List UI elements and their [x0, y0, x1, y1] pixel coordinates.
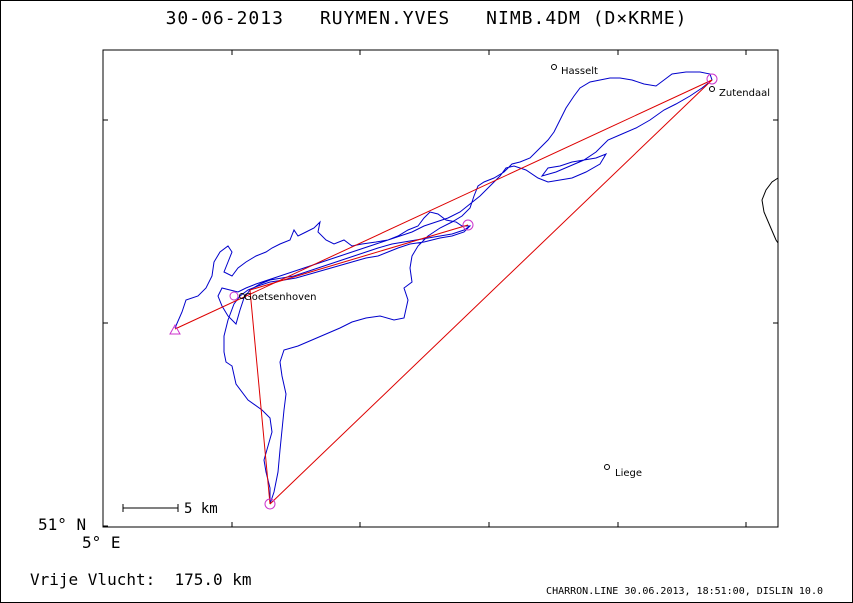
- flight-track: [174, 71, 713, 505]
- place-label-zutendaal: Zutendaal: [719, 88, 770, 99]
- place-marker-hasselt-icon: [551, 64, 557, 70]
- distance-readout: Vrije Vlucht: 175.0 km: [30, 570, 252, 589]
- turnpoint-east-icon: [462, 219, 474, 231]
- task-lines: [174, 79, 713, 505]
- distance-label: Vrije Vlucht:: [30, 570, 156, 589]
- place-label-goetsenhoven: Goetsenhoven: [244, 292, 317, 303]
- finish-circle-icon: [229, 291, 239, 301]
- pilot-name: RUYMEN.YVES: [319, 8, 451, 29]
- turnpoint-south-icon: [264, 498, 276, 510]
- place-marker-goetsenhoven-icon: [239, 293, 245, 299]
- start-triangle-icon: [169, 323, 181, 335]
- longitude-label: 5° E: [82, 533, 121, 552]
- place-marker-zutendaal-icon: [709, 86, 715, 92]
- map-frame: [102, 49, 779, 528]
- axis-ticks: [103, 50, 778, 527]
- credit-line: CHARRON.LINE 30.06.2013, 18:51:00, DISLI…: [546, 586, 823, 597]
- place-label-hasselt: Hasselt: [561, 66, 598, 77]
- latitude-label: 51° N: [38, 515, 87, 534]
- scale-bar: [122, 504, 179, 512]
- country-border: [761, 177, 779, 244]
- flight-date: 30-06-2013: [165, 8, 284, 29]
- place-marker-liege-icon: [604, 464, 610, 470]
- turnpoints: [169, 73, 718, 510]
- scale-bar-label: 5 km: [184, 501, 218, 517]
- flight-header: 30-06-2013 RUYMEN.YVES NIMB.4DM (D×KRME): [0, 8, 853, 29]
- distance-value: 175.0 km: [174, 570, 252, 589]
- glider-type: NIMB.4DM (D×KRME): [486, 8, 688, 29]
- place-label-liege: Liege: [615, 468, 642, 479]
- place-markers: [239, 64, 715, 470]
- turnpoint-zutendaal-icon: [706, 73, 718, 85]
